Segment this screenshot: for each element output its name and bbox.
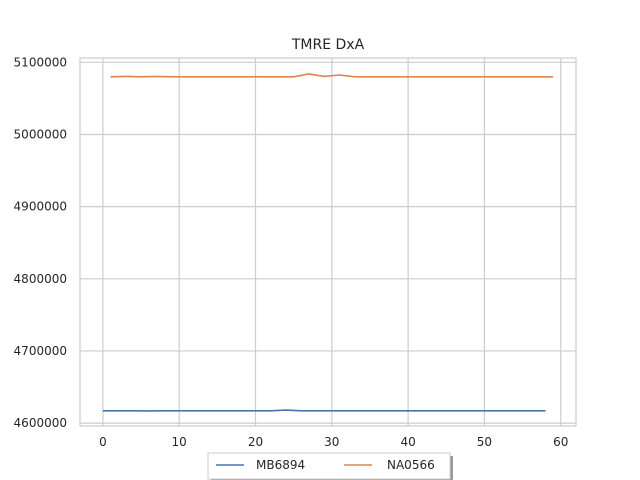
legend-label-mb6894: MB6894	[256, 458, 305, 472]
x-tick-label: 10	[172, 435, 187, 449]
plot-frame	[79, 57, 577, 427]
y-axis-ticks: 4600000 4700000 4800000 4900000 5000000 51000…	[14, 55, 67, 430]
x-tick-label: 0	[99, 435, 107, 449]
x-tick-label: 60	[553, 435, 568, 449]
x-tick-label: 20	[248, 435, 263, 449]
x-tick-label: 50	[477, 435, 492, 449]
x-tick-label: 40	[400, 435, 415, 449]
legend-label-na0566: NA0566	[387, 458, 435, 472]
chart-title: TMRE DxA	[291, 37, 365, 53]
y-tick-label: 5000000	[14, 127, 67, 141]
x-axis-ticks: 0 10 20 30 40 50 60	[99, 435, 568, 449]
y-tick-label: 4700000	[14, 344, 67, 358]
series-group	[102, 73, 554, 412]
y-tick-label: 4600000	[14, 416, 67, 430]
series-line-mb6894	[102, 409, 546, 412]
series-line-na0566	[110, 73, 554, 78]
y-tick-label: 4900000	[14, 200, 67, 214]
legend: MB6894 NA0566	[207, 452, 453, 480]
grid-lines	[80, 58, 576, 426]
x-tick-label: 30	[324, 435, 339, 449]
legend-box	[207, 452, 451, 480]
y-tick-label: 4800000	[14, 272, 67, 286]
y-tick-label: 5100000	[14, 55, 67, 69]
